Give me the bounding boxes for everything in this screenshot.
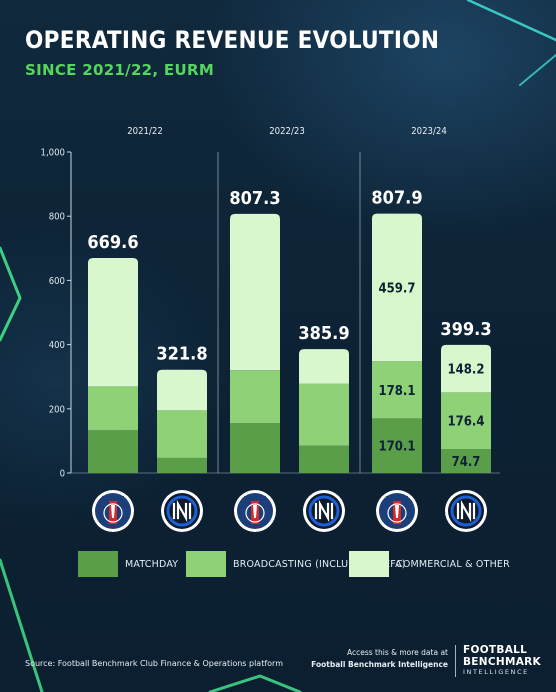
y-tick-label: 600 [49, 276, 65, 287]
inter-crest-blue-ring [166, 495, 198, 527]
legend-swatch-matchday [78, 551, 118, 577]
legend-item-broadcasting: BROADCASTING (INCLUDING UEFA) [186, 550, 406, 578]
brand-line-2: BENCHMARK [463, 656, 541, 668]
neon-line-bottom-left [0, 558, 44, 692]
bar-segment [299, 445, 349, 473]
neon-line-left [0, 246, 22, 342]
legend-item-commercial: COMMERCIAL & OTHER [349, 550, 510, 578]
bar-segment [88, 258, 138, 387]
stacked-bar-chart: 0 200 400 600 800 1,000 2021/22 2022/23 2023/24… [41, 126, 500, 532]
bar-segment [372, 361, 422, 419]
bar-segment [88, 430, 138, 473]
total-value-label: 399.3 [440, 319, 491, 340]
legend-swatch-broadcasting [186, 551, 226, 577]
legend-item-matchday: MATCHDAY [78, 550, 178, 578]
legend: MATCHDAY BROADCASTING (INCLUDING UEFA) C… [0, 550, 556, 578]
total-value-label: 321.8 [156, 344, 207, 365]
group-labels: 2021/22 2022/23 2023/24 [127, 126, 447, 137]
psg-crest-icon [92, 490, 134, 532]
y-tick-label: 0 [60, 469, 65, 480]
psg-crest-icon [376, 490, 418, 532]
bar-segment [230, 370, 280, 424]
neon-line-bottom [208, 674, 302, 692]
bars: 669.6 321.8 807.3 385.9 170.1 178.1 459.7 807.9… [87, 188, 492, 473]
inter-crest-blue-ring [308, 495, 340, 527]
inter-crest-monogram [456, 499, 476, 523]
inter-crest-blue-ring [450, 495, 482, 527]
segment-value-label: 176.4 [448, 415, 485, 430]
psg-crest-inner-ring [387, 503, 407, 523]
bar-segment [230, 423, 280, 473]
psg-crest-band [102, 496, 124, 501]
segment-value-label: 74.7 [452, 455, 481, 470]
psg-crest-tower [111, 505, 115, 518]
psg-crest-band [386, 496, 408, 501]
psg-crest-tower [253, 505, 257, 518]
chart-subtitle: SINCE 2021/22, EURM [25, 61, 215, 79]
inter-crest-icon [303, 490, 345, 532]
segment-value-label: 148.2 [448, 363, 485, 378]
brand-line-3: INTELLIGENCE [463, 668, 529, 676]
segment-value-label: 459.7 [379, 281, 416, 296]
inter-crest-monogram [314, 499, 334, 523]
brand-logo: FOOTBALL BENCHMARK INTELLIGENCE [463, 644, 541, 677]
y-tick-label: 400 [49, 340, 65, 351]
bar-segment [441, 449, 491, 473]
legend-swatch-commercial [349, 551, 389, 577]
psg-crest-icon [234, 490, 276, 532]
total-value-label: 385.9 [298, 323, 349, 344]
legend-label-broadcasting: BROADCASTING (INCLUDING UEFA) [233, 558, 406, 570]
source-note: Source: Football Benchmark Club Finance … [25, 659, 283, 668]
chart-title: OPERATING REVENUE EVOLUTION [25, 26, 440, 54]
inter-crest-icon [161, 490, 203, 532]
group-label: 2022/23 [269, 126, 305, 137]
bar-segment [441, 392, 491, 450]
psg-crest-tower [395, 505, 399, 518]
bar-segment [299, 383, 349, 446]
access-line-2[interactable]: Football Benchmark Intelligence [311, 660, 448, 669]
bar-segment [372, 213, 422, 362]
legend-label-matchday: MATCHDAY [125, 558, 179, 570]
y-tick-label: 200 [49, 404, 65, 415]
y-axis: 0 200 400 600 800 1,000 [41, 148, 72, 480]
bar-segment [230, 213, 280, 371]
legend-label-commercial: COMMERCIAL & OTHER [396, 558, 510, 570]
total-value-label: 669.6 [87, 232, 138, 253]
footer-divider [455, 645, 456, 677]
psg-crest-band [244, 496, 266, 501]
club-icons [92, 490, 487, 532]
bar-segment [299, 349, 349, 384]
y-tick-label: 1,000 [41, 148, 65, 159]
inter-crest-monogram [172, 499, 192, 523]
group-label: 2023/24 [411, 126, 447, 137]
bar-segment [441, 344, 491, 393]
group-label: 2021/22 [127, 126, 163, 137]
neon-line-top-right [466, 0, 556, 42]
y-tick-label: 800 [49, 212, 65, 223]
psg-crest-inner-ring [245, 503, 265, 523]
bar-segment [88, 386, 138, 431]
psg-crest-inner-ring [103, 503, 123, 523]
bar-segment [372, 418, 422, 473]
bar-segment [157, 369, 207, 411]
access-note: Access this & more data at Football Benc… [311, 647, 448, 671]
segment-value-label: 178.1 [379, 384, 416, 399]
bar-segment [157, 457, 207, 473]
inter-crest-icon [445, 490, 487, 532]
total-value-label: 807.9 [371, 188, 422, 209]
neon-line-top-right-2 [519, 54, 556, 86]
access-line-1: Access this & more data at [347, 648, 448, 657]
group-dividers [71, 152, 500, 474]
segment-value-label: 170.1 [379, 440, 416, 455]
total-value-label: 807.3 [229, 188, 280, 209]
bar-segment [157, 410, 207, 458]
brand-line-1: FOOTBALL [463, 644, 528, 656]
